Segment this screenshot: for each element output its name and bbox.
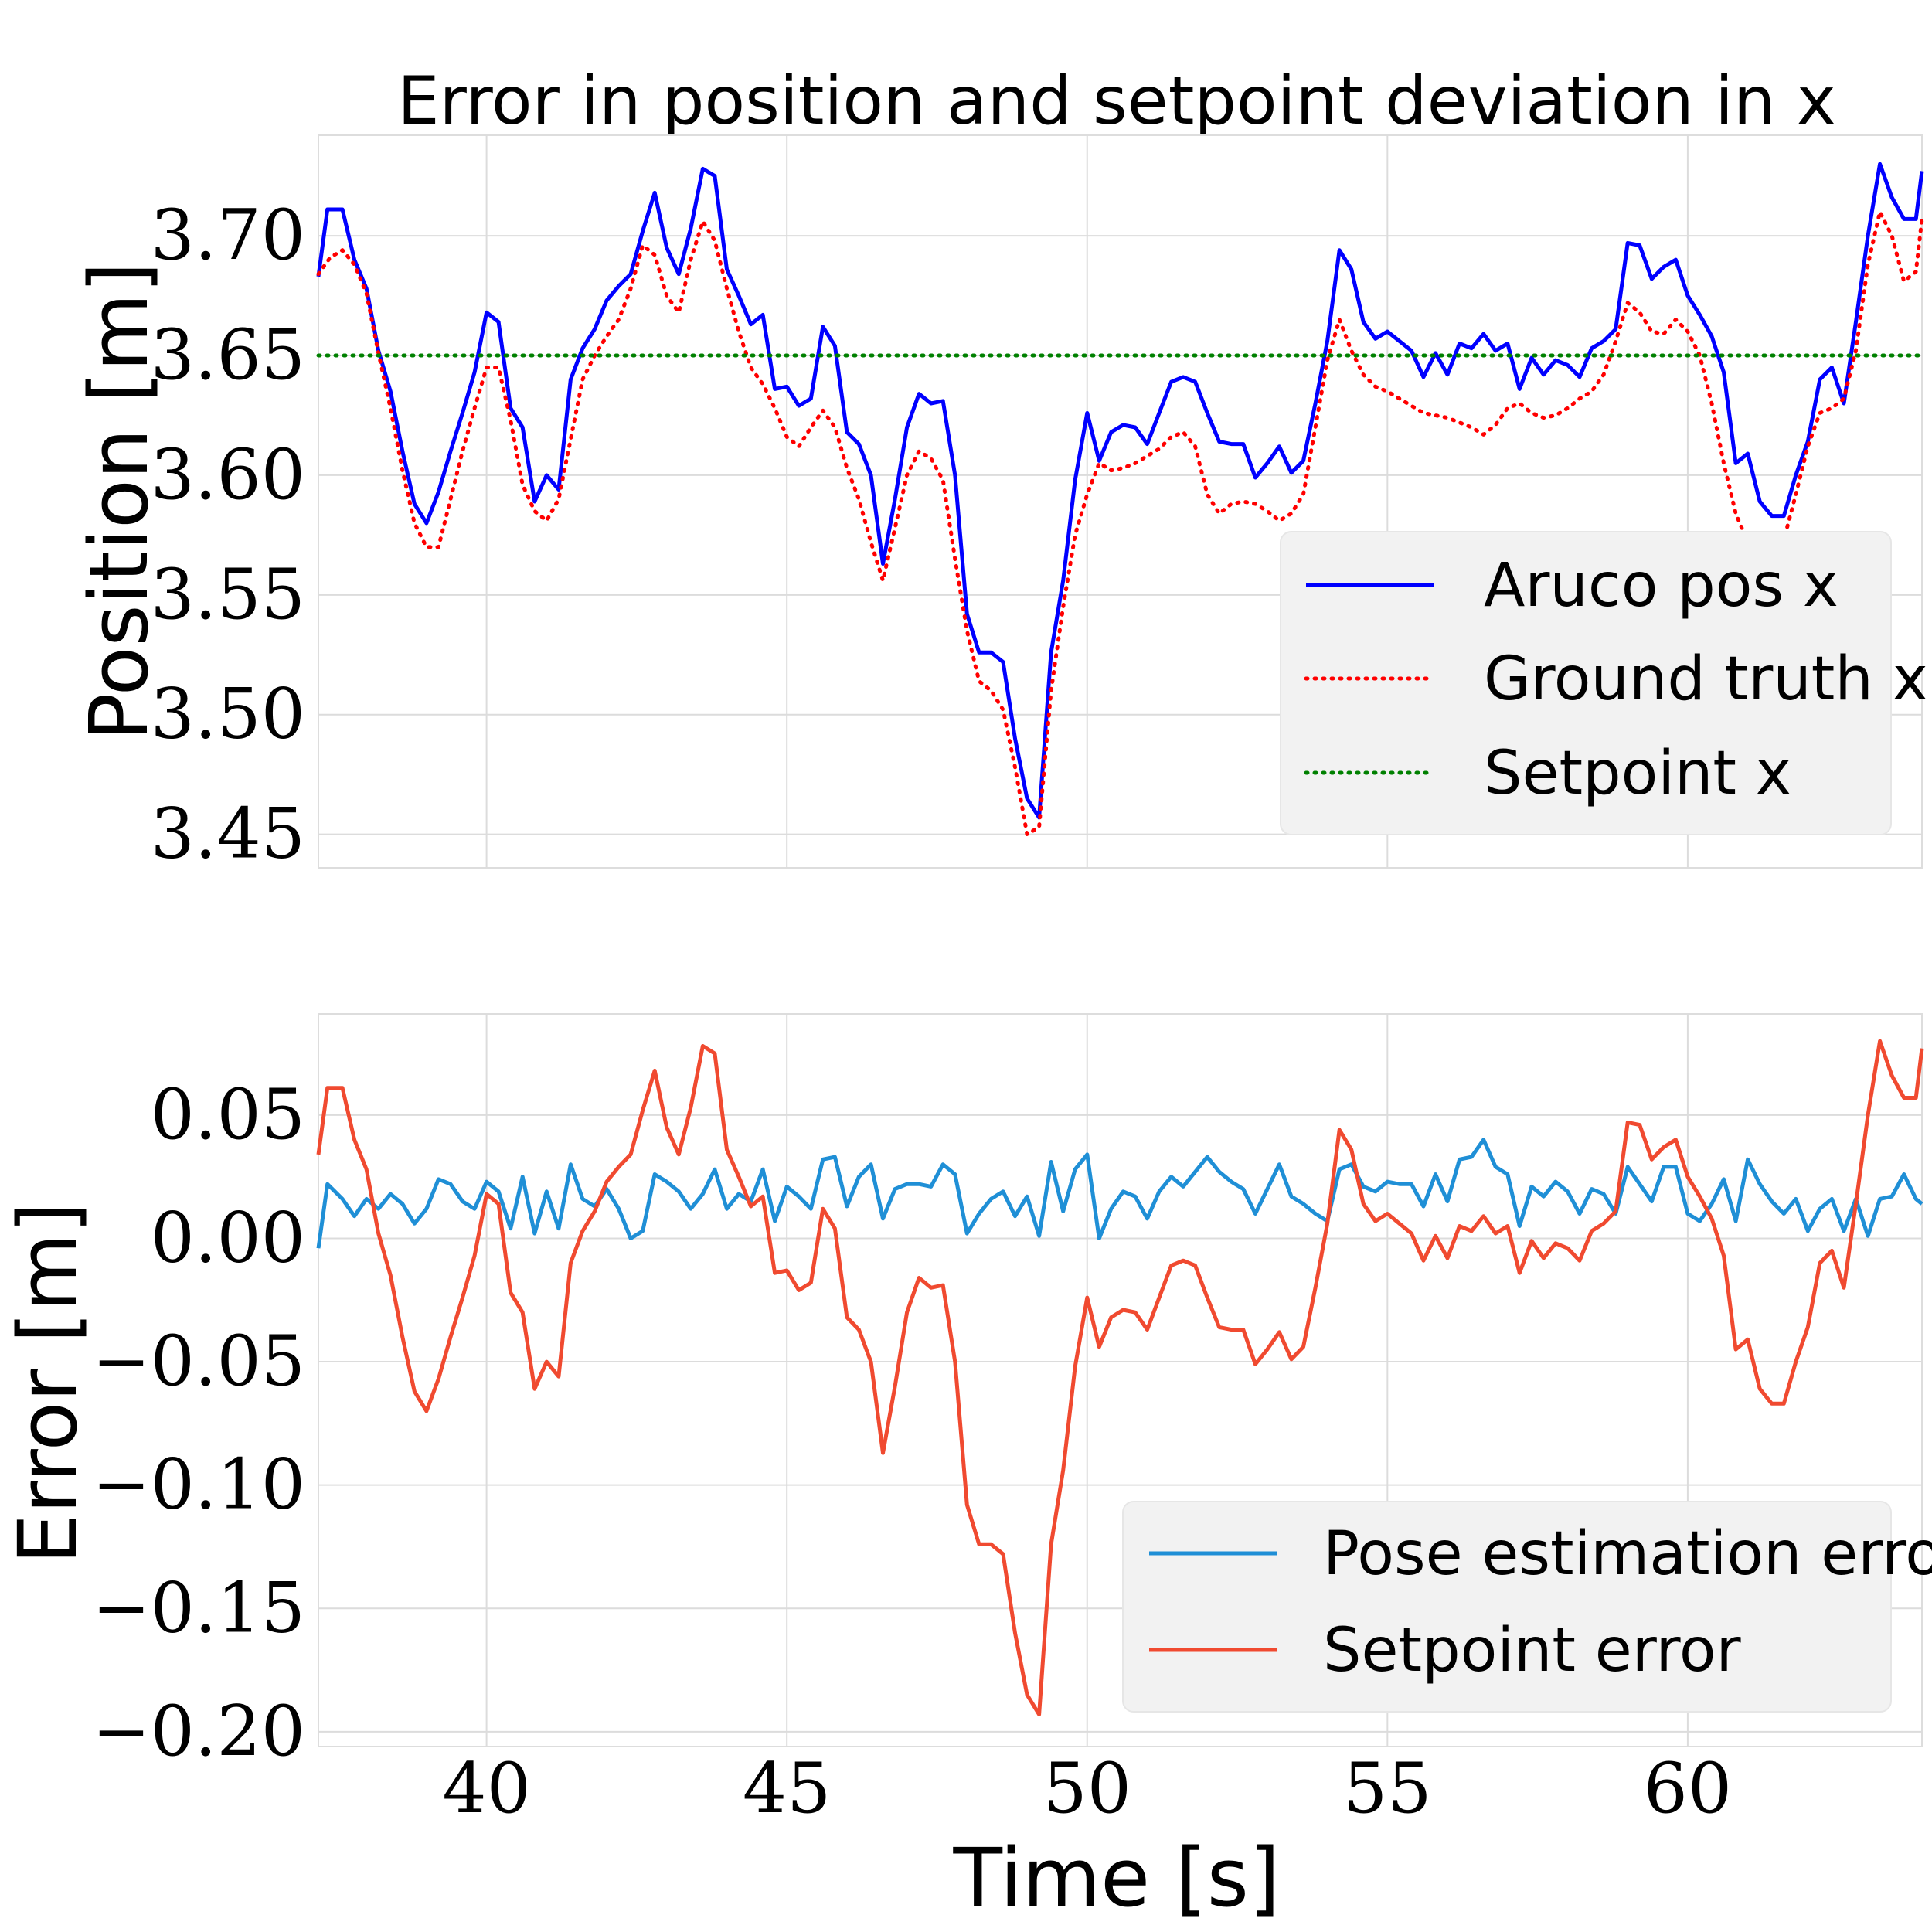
y-axis-label: Position [m] [72, 262, 166, 741]
legend-box [1122, 1501, 1892, 1713]
legend-entry: Setpoint x [1304, 739, 1791, 808]
y-tick-label: 3.50 [151, 674, 305, 755]
x-tick-label: 50 [1043, 1748, 1131, 1829]
error-panel: −0.20−0.15−0.10−0.050.000.05 40 45 50 55 60 … [1, 1013, 1932, 1925]
y-tick-label: −0.15 [92, 1567, 305, 1648]
position-panel: Error in position and setpoint deviation… [72, 63, 1928, 875]
grid-lines [318, 1014, 1922, 1747]
chart-title: Error in position and setpoint deviation… [397, 63, 1836, 140]
x-axis-label: Time [s] [953, 1831, 1281, 1925]
series-line-ground-truth-x [316, 209, 1924, 837]
y-tick-label: 3.70 [151, 195, 305, 276]
y-tick-label: 0.05 [151, 1074, 305, 1155]
y-tick-label: −0.10 [92, 1444, 305, 1526]
legend-label: Setpoint error [1323, 1616, 1742, 1685]
y-tick-labels: −0.20 −0.15 −0.10 −0.05 0.00 0.05 [92, 1074, 305, 1772]
legend: Pose estimation error Setpoint error [1122, 1501, 1932, 1713]
y-tick-label: 3.60 [151, 434, 305, 515]
legend-entry: Aruco pos x [1306, 551, 1838, 621]
legend: Aruco pos x Ground truth x Setpoint x [1280, 531, 1928, 835]
y-tick-labels: 3.45 3.50 3.55 3.60 3.65 3.70 [151, 195, 305, 875]
y-tick-label: −0.05 [92, 1321, 305, 1402]
legend-label: Pose estimation error [1323, 1519, 1932, 1589]
legend-box [1280, 531, 1892, 835]
legend-entry: Pose estimation error [1149, 1519, 1932, 1589]
legend-label: Setpoint x [1484, 739, 1791, 808]
y-tick-label: 3.45 [151, 794, 305, 875]
legend-entry: Setpoint error [1149, 1616, 1742, 1685]
x-tick-label: 55 [1343, 1748, 1432, 1829]
y-tick-label: 3.55 [151, 554, 305, 635]
x-tick-labels: 40 45 50 55 60 [442, 1748, 1732, 1829]
y-axis-label: Error [m] [1, 1202, 95, 1564]
legend-label: Ground truth x [1484, 645, 1928, 714]
series-line-aruco-pos-x [316, 162, 1924, 820]
series-line-setpoint-error [316, 1039, 1924, 1716]
y-tick-label: −0.20 [92, 1691, 305, 1772]
x-tick-label: 40 [442, 1748, 531, 1829]
series-group [316, 1039, 1924, 1716]
y-tick-label: 3.65 [151, 315, 305, 396]
legend-entry: Ground truth x [1304, 645, 1928, 714]
x-tick-label: 45 [743, 1748, 832, 1829]
series-line-pose-estimation-error [316, 1138, 1923, 1249]
x-tick-label: 60 [1644, 1748, 1733, 1829]
series-group [316, 162, 1924, 837]
y-tick-label: 0.00 [151, 1197, 305, 1278]
legend-label: Aruco pos x [1484, 551, 1838, 621]
